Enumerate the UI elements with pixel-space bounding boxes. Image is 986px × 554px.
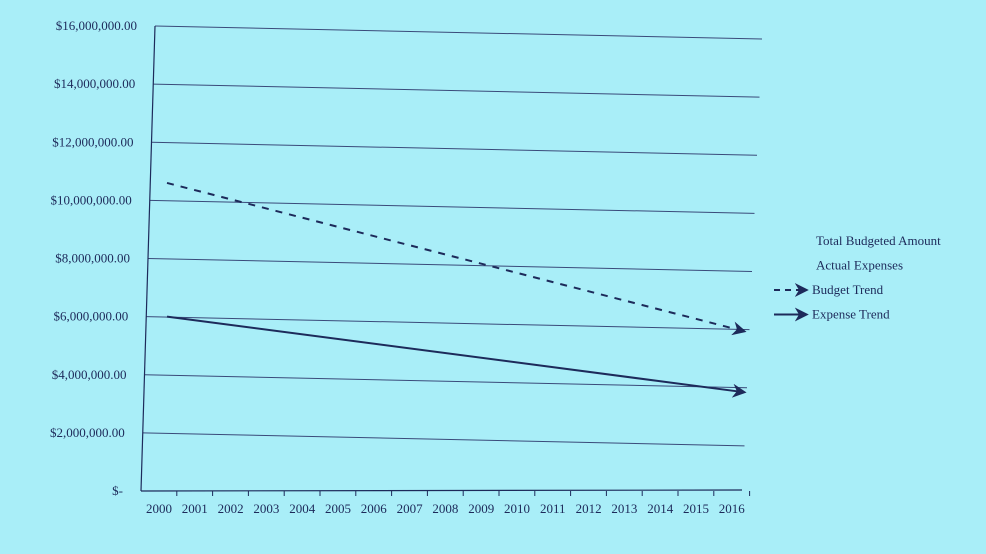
x-tick-label: 2011: [540, 501, 566, 516]
y-tick-label: $8,000,000.00: [55, 251, 130, 266]
x-tick-label: 2015: [683, 501, 709, 516]
gridline: [142, 432, 745, 447]
x-tick-label: 2003: [253, 501, 279, 516]
gridline: [147, 258, 753, 272]
y-tick-label: $16,000,000.00: [56, 18, 137, 33]
x-tick-label: 2013: [611, 501, 637, 516]
y-tick-label: $12,000,000.00: [52, 134, 133, 149]
legend-label: Expense Trend: [812, 307, 890, 322]
x-tick-label: 2006: [361, 501, 388, 516]
x-tick-label: 2000: [146, 501, 172, 516]
budget-trend-line: [166, 181, 747, 336]
y-tick-label: $14,000,000.00: [54, 76, 135, 91]
x-axis: [140, 489, 743, 492]
legend-label: Actual Expenses: [816, 258, 903, 273]
x-tick-label: 2008: [432, 501, 458, 516]
x-tick-label: 2001: [182, 501, 208, 516]
gridline: [149, 199, 755, 214]
x-tick-label: 2005: [325, 501, 351, 516]
y-tick-label: $-: [112, 483, 123, 498]
y-tick-label: $10,000,000.00: [51, 192, 132, 207]
x-tick-label: 2007: [397, 501, 424, 516]
gridline: [146, 316, 750, 331]
x-tick-label: 2004: [289, 501, 316, 516]
x-tick-label: 2002: [218, 501, 244, 516]
x-tick-label: 2016: [719, 501, 746, 516]
gridline: [151, 141, 758, 156]
y-tick-label: $6,000,000.00: [54, 309, 129, 324]
y-tick-label: $4,000,000.00: [52, 367, 127, 382]
y-axis: [140, 25, 156, 492]
x-tick-label: 2009: [468, 501, 494, 516]
legend-label: Budget Trend: [812, 282, 884, 297]
expense-trend-line: [166, 315, 747, 398]
y-tick-label: $2,000,000.00: [50, 425, 125, 440]
x-tick-label: 2012: [576, 501, 602, 516]
x-tick-label: 2010: [504, 501, 530, 516]
gridline: [154, 25, 763, 40]
legend-label: Total Budgeted Amount: [816, 233, 941, 248]
gridline: [144, 374, 748, 389]
gridline: [153, 83, 760, 98]
x-tick-label: 2014: [647, 501, 674, 516]
